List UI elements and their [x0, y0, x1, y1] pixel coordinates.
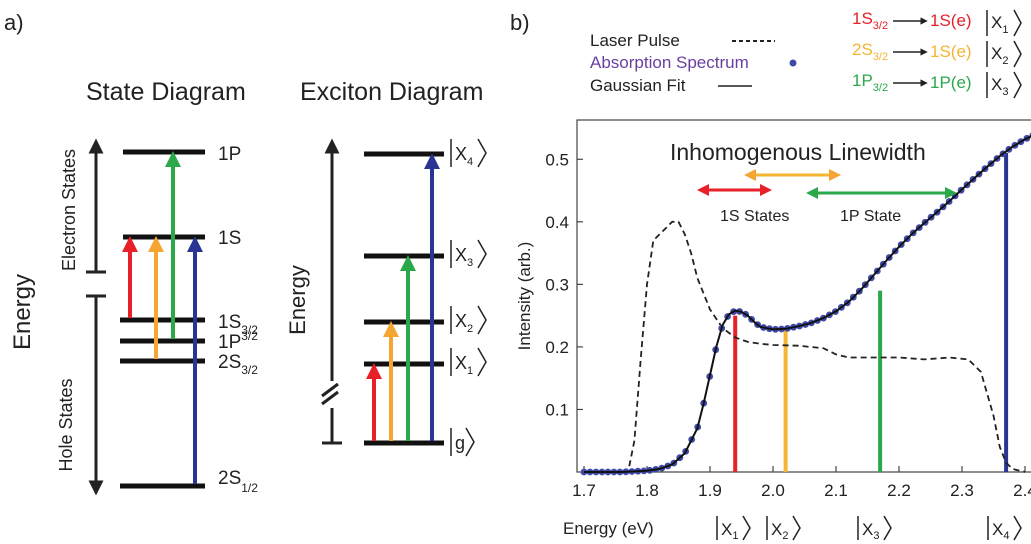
x-tick-label: 1.7: [572, 481, 596, 500]
legend-fit-label: Gaussian Fit: [590, 76, 686, 95]
exciton-energy-label: Energy: [285, 265, 310, 335]
svg-text:X2: X2: [771, 520, 788, 542]
s-states-label: 1S States: [720, 208, 789, 225]
x-tick-label: 1.8: [635, 481, 659, 500]
plot-frame: [576, 119, 1031, 473]
bottom-ket-x4: X4: [987, 515, 1022, 542]
electron-states-label: Electron States: [59, 149, 79, 271]
svg-text:X2: X2: [455, 311, 473, 335]
svg-text:X3: X3: [455, 245, 473, 269]
y-axis-label: Intensity (arb.): [515, 242, 534, 351]
svg-text:1S3/2: 1S3/2: [852, 9, 888, 32]
axis-break-1: [321, 390, 339, 406]
ket-x2: X2: [450, 305, 487, 335]
svg-text:X1: X1: [721, 520, 738, 542]
svg-text:g: g: [455, 433, 465, 453]
label-e-1p: 1P: [218, 144, 241, 165]
exciton-diagram-title: Exciton Diagram: [300, 78, 483, 106]
series-laser-line: [584, 220, 1026, 473]
bottom-ket-x2: X2: [766, 515, 801, 542]
x-tick-label: 1.9: [698, 481, 722, 500]
x-tick-label: 2.3: [950, 481, 974, 500]
axis-break-2: [321, 382, 339, 398]
x-tick-label: 2.1: [824, 481, 848, 500]
label-h-1s32: 1S3/2: [218, 312, 258, 337]
ket-x1: X1: [450, 347, 487, 377]
y-ticks: 0.1 0.2 0.3 0.4 0.5: [545, 150, 583, 419]
y-tick-label: 0.3: [545, 275, 569, 294]
linewidth-annotation: Inhomogenous Linewidth: [670, 139, 926, 165]
y-tick-label: 0.4: [545, 213, 569, 232]
x-tick-label: 2.2: [887, 481, 911, 500]
y-tick-label: 0.1: [545, 400, 569, 419]
y-tick-label: 0.5: [545, 150, 569, 169]
svg-text:X4: X4: [455, 144, 473, 168]
hole-states-label: Hole States: [56, 378, 76, 471]
label-h-1p32: 1P3/2: [218, 329, 258, 353]
bottom-ket-x1: X1: [716, 515, 751, 542]
panel-a-label: a): [4, 10, 24, 35]
svg-text:X1: X1: [455, 353, 473, 377]
state-diagram-title: State Diagram: [86, 78, 246, 106]
ket-x3: X3: [450, 239, 487, 269]
state-energy-label: Energy: [9, 274, 36, 350]
label-e-1s: 1S: [218, 228, 241, 249]
ket-g: g: [450, 427, 475, 457]
series-fit-line: [584, 135, 1031, 473]
svg-text:2S3/2: 2S3/2: [852, 40, 888, 63]
transition-3: 1P3/2 1P(e) X3: [852, 71, 1022, 99]
ket-x4: X4: [450, 138, 487, 168]
p-state-label: 1P State: [840, 208, 901, 225]
transition-1: 1S3/2 1S(e) X1: [852, 9, 1022, 37]
x-tick-label: 2.4: [1013, 481, 1031, 500]
svg-text:X2: X2: [991, 44, 1008, 67]
legend-laser-label: Laser Pulse: [590, 31, 680, 50]
x-ticks: 1.7 1.8 1.9 2.0 2.1 2.2 2.3 2.4: [572, 466, 1031, 500]
series-absorption: [580, 132, 1031, 476]
x-axis-label: Energy (eV): [563, 519, 654, 538]
y-tick-label: 0.2: [545, 338, 569, 357]
plot-series: [580, 132, 1031, 476]
svg-text:X4: X4: [992, 520, 1009, 542]
svg-text:1S(e): 1S(e): [930, 11, 972, 30]
panel-b-label: b): [510, 10, 530, 35]
bottom-ket-x3: X3: [857, 515, 892, 542]
transition-lines: [733, 153, 1009, 472]
svg-text:X3: X3: [991, 75, 1008, 98]
svg-text:1P(e): 1P(e): [930, 73, 972, 92]
label-h-2s12: 2S1/2: [218, 468, 258, 495]
legend-absorption-swatch: [789, 59, 797, 67]
transition-2: 2S3/2 1S(e) X2: [852, 40, 1022, 68]
x-tick-label: 2.0: [761, 481, 785, 500]
svg-text:1P3/2: 1P3/2: [852, 71, 888, 94]
legend-absorption-label: Absorption Spectrum: [590, 53, 749, 72]
svg-text:X1: X1: [991, 13, 1008, 36]
svg-text:X3: X3: [862, 520, 879, 542]
svg-text:1S(e): 1S(e): [930, 42, 972, 61]
label-h-2s32: 2S3/2: [218, 352, 258, 377]
